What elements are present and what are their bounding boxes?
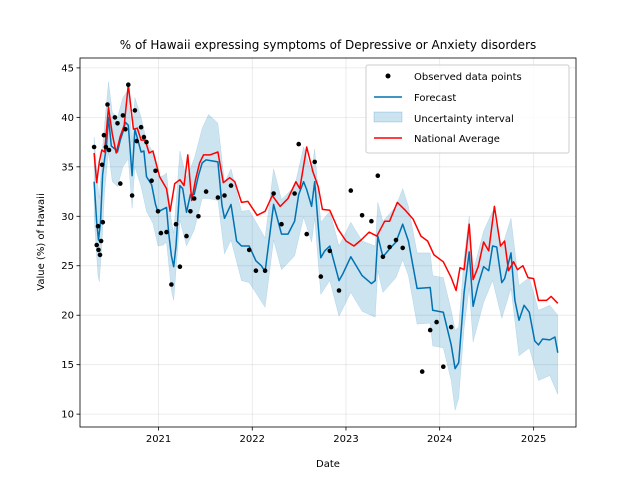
observed-point <box>126 82 131 87</box>
observed-point <box>271 191 276 196</box>
observed-point <box>169 282 174 287</box>
observed-point <box>103 144 109 150</box>
observed-point <box>91 144 97 150</box>
observed-point <box>400 245 406 251</box>
y-tick-label: 20 <box>61 311 74 322</box>
observed-point <box>97 252 103 258</box>
y-tick-label: 25 <box>61 261 74 272</box>
x-axis-label: Date <box>316 459 340 470</box>
observed-point <box>95 223 101 229</box>
observed-point <box>141 134 147 140</box>
observed-point <box>292 191 297 196</box>
observed-point <box>144 139 149 145</box>
observed-point <box>173 221 179 227</box>
legend-national-label: National Average <box>414 134 500 145</box>
observed-point <box>387 244 392 250</box>
uncertainty-band <box>93 81 559 411</box>
observed-point <box>94 242 99 248</box>
y-tick-label: 30 <box>61 212 74 223</box>
observed-point <box>115 121 120 126</box>
observed-point <box>279 221 284 227</box>
observed-point <box>215 195 221 200</box>
observed-point <box>203 189 209 194</box>
observed-point <box>246 247 252 253</box>
legend: Observed data points Forecast Uncertaint… <box>365 64 570 154</box>
legend-box <box>365 64 570 154</box>
observed-point <box>304 231 310 237</box>
observed-point <box>369 218 374 224</box>
observed-point <box>99 162 105 168</box>
observed-point <box>191 196 197 201</box>
legend-uncertainty-label: Uncertainty interval <box>414 114 514 125</box>
observed-point <box>153 168 158 174</box>
observed-point <box>359 213 365 218</box>
series-layer <box>91 81 559 411</box>
observed-point <box>120 113 126 118</box>
x-tick-label: 2022 <box>240 434 265 445</box>
observed-point <box>188 209 193 214</box>
observed-point <box>138 124 144 130</box>
observed-point <box>375 173 381 178</box>
y-tick-label: 35 <box>61 162 74 173</box>
forecast-line <box>93 116 559 370</box>
observed-point <box>149 178 154 183</box>
x-tick-label: 2021 <box>146 434 171 445</box>
observed-point <box>155 209 161 214</box>
observed-point <box>228 183 234 188</box>
x-tick-label: 2023 <box>333 434 358 445</box>
observed-point <box>101 132 107 138</box>
observed-point <box>96 247 101 253</box>
chart-title: % of Hawaii expressing symptoms of Depre… <box>120 38 537 52</box>
observed-point <box>177 264 183 270</box>
observed-point <box>134 138 139 144</box>
observed-point <box>348 188 354 193</box>
observed-point <box>132 108 138 113</box>
observed-point <box>123 126 128 132</box>
observed-point <box>222 193 227 198</box>
observed-point <box>253 268 259 274</box>
observed-point <box>312 159 318 165</box>
y-tick-label: 10 <box>61 410 74 421</box>
observed-point <box>118 181 123 186</box>
observed-point <box>158 230 164 236</box>
observed-point <box>106 147 112 153</box>
observed-point <box>448 324 454 330</box>
observed-point <box>327 248 333 254</box>
y-tick-label: 40 <box>61 113 74 124</box>
observed-point <box>393 237 399 243</box>
observed-point <box>434 319 439 325</box>
y-tick-label: 45 <box>61 63 74 74</box>
observed-point <box>262 268 268 274</box>
observed-point <box>184 233 189 239</box>
observed-point <box>296 141 302 147</box>
legend-forecast-label: Forecast <box>414 93 456 104</box>
y-axis-label: Value (%) of Hawaii <box>36 193 47 290</box>
plot-frame <box>79 57 577 428</box>
observed-point <box>336 288 342 293</box>
observed-point <box>380 254 386 260</box>
observed-point <box>441 364 446 370</box>
observed-point <box>112 115 118 120</box>
legend-observed-label: Observed data points <box>414 72 522 83</box>
legend-observed-marker <box>385 73 391 79</box>
observed-point <box>164 229 169 235</box>
observed-point <box>129 193 135 198</box>
observed-point <box>100 219 106 225</box>
x-tick-label: 2025 <box>521 434 546 445</box>
observed-point <box>196 214 201 219</box>
observed-point <box>318 274 324 279</box>
y-tick-label: 15 <box>61 360 74 371</box>
national-average-line <box>93 83 559 304</box>
observed-point <box>98 238 104 244</box>
observed-point <box>427 327 433 333</box>
observed-point <box>105 102 110 107</box>
observed-point <box>419 369 425 374</box>
legend-uncertainty-swatch <box>373 111 403 123</box>
x-tick-label: 2024 <box>427 434 452 445</box>
